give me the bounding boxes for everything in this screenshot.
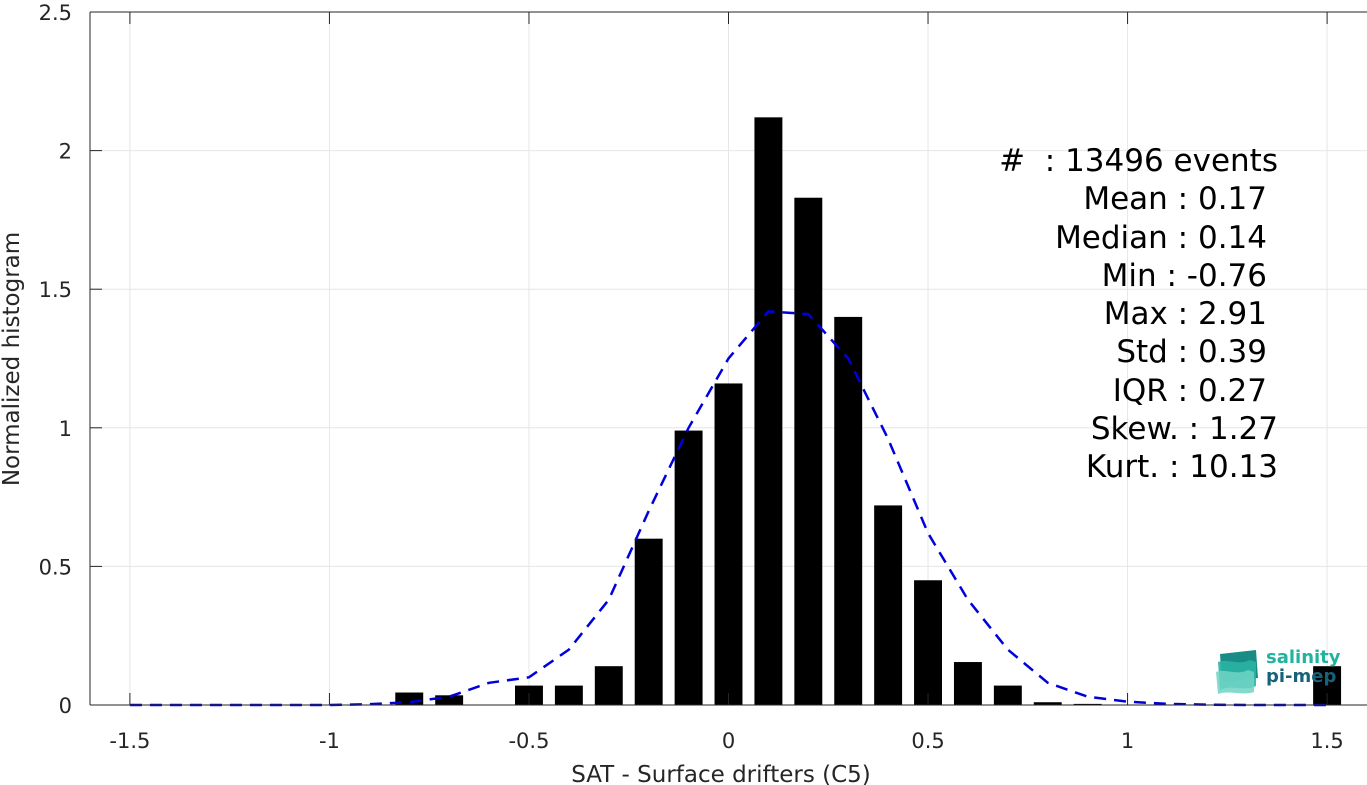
stat-min: Min : -0.76 — [1101, 257, 1267, 294]
x-tick-label: 0 — [722, 729, 735, 753]
logo-line1: salinity — [1266, 647, 1341, 668]
histogram-bar — [914, 580, 942, 705]
y-tick-label: 2 — [59, 140, 72, 164]
histogram-bar — [834, 316, 863, 705]
x-tick-label: -1.5 — [109, 729, 150, 753]
logo-line2: pi-mep — [1266, 666, 1337, 687]
stat-std: Std : 0.39 — [1116, 334, 1267, 371]
histogram-bar — [993, 685, 1022, 705]
y-tick-label: 0 — [59, 694, 72, 718]
x-axis-label: SAT - Surface drifters (C5) — [571, 762, 871, 785]
histogram-bar — [754, 117, 783, 705]
stat-median: Median : 0.14 — [1055, 219, 1267, 256]
x-tick-label: 0.5 — [911, 729, 944, 753]
x-tick-label: -1 — [319, 729, 340, 753]
x-tick-label: 1 — [1121, 729, 1134, 753]
stat-mean: Mean : 0.17 — [1083, 181, 1267, 218]
fit-curve-group — [129, 310, 1328, 707]
y-axis-label: Normalized histogram — [0, 232, 25, 486]
bars — [395, 117, 1342, 705]
histogram-bar — [594, 666, 623, 705]
salinity-pimep-logo: salinity pi-mep — [1216, 648, 1346, 696]
stat-skew: Skew. : 1.27 — [1090, 411, 1278, 448]
histogram-bar — [953, 662, 982, 705]
stats-box: # : 13496 events Mean : 0.17 Median : 0.… — [999, 142, 1278, 487]
y-tick-label: 1 — [59, 417, 72, 441]
x-tick-label: -0.5 — [508, 729, 549, 753]
histogram-bar — [874, 505, 903, 705]
wave-layers-icon — [1216, 650, 1258, 694]
y-tick-label: 0.5 — [39, 555, 72, 579]
stat-iqr: IQR : 0.27 — [1112, 372, 1267, 409]
stat-kurt: Kurt. : 10.13 — [1085, 449, 1278, 486]
histogram-bar — [554, 685, 583, 705]
x-tick-label: 1.5 — [1310, 729, 1343, 753]
stat-events: # : 13496 events — [999, 143, 1278, 179]
stat-max: Max : 2.91 — [1103, 296, 1267, 333]
y-tick-label: 1.5 — [39, 278, 72, 302]
histogram-bar — [714, 383, 743, 705]
y-tick-label: 2.5 — [39, 1, 72, 25]
histogram-bar — [435, 695, 464, 705]
axes — [89, 11, 1367, 706]
histogram-bar — [634, 538, 663, 705]
histogram-bar — [1073, 703, 1102, 705]
tick-labels: -1.5 -1 -0.5 0 0.5 1 1.5 0 0.5 1 1.5 2 2.5 — [39, 1, 1344, 753]
gaussian-fit-curve — [129, 310, 1328, 707]
histogram-bar — [674, 430, 703, 705]
histogram-bar — [1033, 702, 1062, 705]
histogram-bar — [794, 197, 823, 705]
